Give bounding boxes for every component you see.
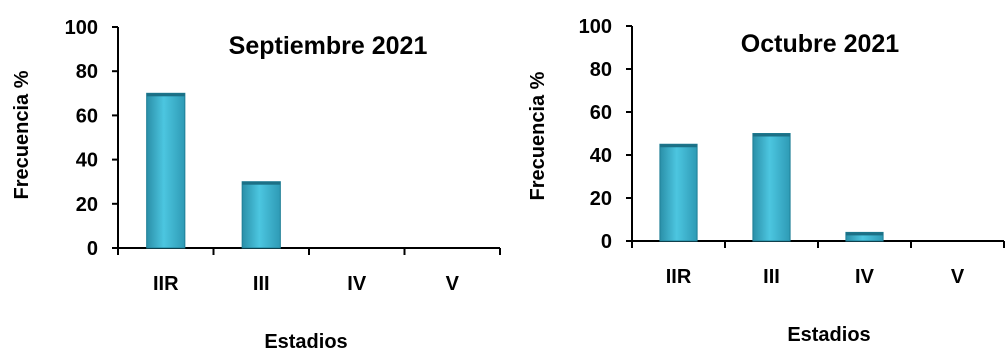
category-label: V [951,266,965,288]
y-tick-label: 60 [590,102,612,124]
category-label: III [253,273,270,295]
x-axis-label: Estadios [264,331,347,353]
bar-iir [659,143,698,242]
y-tick-label: 0 [601,231,612,253]
category-label: IV [347,273,367,295]
category-label: III [763,266,780,288]
y-tick-label: 0 [87,238,98,260]
bar-top-edge [659,144,698,148]
y-tick-label: 60 [76,105,98,127]
y-tick-label: 80 [590,59,612,81]
bar-iir [146,92,186,249]
category-label: IIR [153,273,179,295]
y-axis-label: Frecuencia % [527,71,549,200]
y-tick-label: 40 [76,150,98,172]
bar-top-edge [146,93,185,97]
bar-top-edge [242,181,281,185]
chart-octubre: Octubre 2021 0 20 40 60 80 100 IIR III IV V Estadio… [527,16,1005,346]
bar-iii [241,181,281,249]
category-label: IIR [666,266,692,288]
bar-top-edge [752,133,791,137]
chart-title: Octubre 2021 [741,30,900,58]
y-tick-label: 20 [76,194,98,216]
bar-top-edge [845,232,884,236]
x-axis-label: Estadios [787,324,870,346]
y-tick-label: 80 [76,61,98,83]
y-tick-label: 100 [579,16,612,38]
category-label: IV [855,266,875,288]
y-tick-label: 20 [590,188,612,210]
category-label: V [446,273,460,295]
y-tick-label: 40 [590,145,612,167]
y-tick-label: 100 [65,17,98,39]
bar-iii [752,133,791,242]
chart-title: Septiembre 2021 [229,32,428,60]
chart-septiembre: Septiembre 2021 0 20 40 60 80 100 IIR III IV V Esta… [11,17,501,353]
y-axis-label: Frecuencia % [11,70,33,199]
